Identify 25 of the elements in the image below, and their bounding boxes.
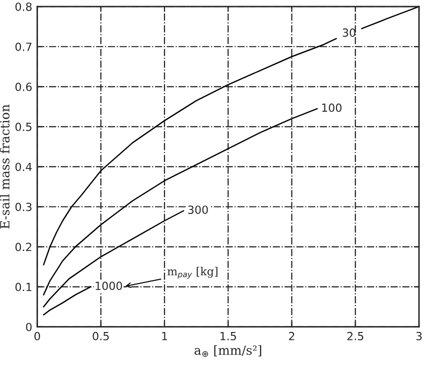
y-tick-label: 0.6 xyxy=(15,82,32,92)
line-series xyxy=(42,286,92,316)
y-tick-label: 0.2 xyxy=(15,242,32,252)
y-tick-label: 0.8 xyxy=(15,2,32,11)
y-tick-label: 0.7 xyxy=(15,42,32,51)
y-tick-label: 0 xyxy=(26,322,32,332)
y-tick-label: 0.5 xyxy=(15,122,32,132)
x-tick-label: 2.5 xyxy=(347,332,364,340)
annotation: m$_{pay}$ [kg] xyxy=(167,266,218,279)
x-tick-label: 1 xyxy=(162,332,168,340)
x-tick-label: 3 xyxy=(416,332,422,340)
legend-label: 1000 xyxy=(96,282,122,290)
y-axis-title: E-sail mass fraction xyxy=(0,104,10,229)
x-tick-label: 2 xyxy=(289,332,294,340)
x-tick-label: 1.5 xyxy=(220,332,236,340)
series-label: 30 xyxy=(342,28,356,37)
x-tick-label: 0 xyxy=(34,332,40,340)
line-series xyxy=(42,108,318,296)
x-axis-title: a$_{⊕}$ [mm/s²] xyxy=(194,345,262,357)
series-label: 300 xyxy=(188,206,208,214)
y-tick-label: 0.3 xyxy=(15,202,32,212)
series-label: 100 xyxy=(322,103,342,112)
y-tick-label: 0.4 xyxy=(15,162,32,172)
y-tick-label: 0.1 xyxy=(15,282,32,292)
x-tick-label: 0.5 xyxy=(92,332,109,340)
